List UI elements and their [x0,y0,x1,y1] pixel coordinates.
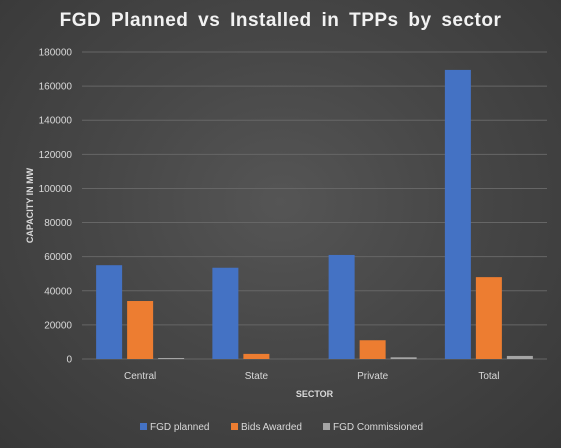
y-tick-label: 180000 [39,48,73,59]
y-axis-ticks: 0 20000 40000 60000 80000 100000 120000 140000 1… [39,48,73,366]
y-tick-label: 160000 [39,82,73,93]
y-tick-label: 100000 [39,184,73,195]
x-tick-label: State [245,371,269,382]
legend-item: FGD Commissioned [323,422,423,433]
legend: FGD planned Bids Awarded FGD Commissioned [140,422,423,433]
y-tick-label: 0 [66,355,72,366]
bar-bids-awarded-central [127,301,154,359]
legend-label: FGD planned [150,422,209,433]
bar-bids-awarded-state [243,353,270,359]
bar-fgd-commissioned-private [390,357,417,359]
x-axis-ticks: Central State Private Total [124,371,499,382]
bar-fgd-planned-central [96,265,123,359]
bar-fgd-planned-state [212,267,239,359]
legend-item: FGD planned [140,422,209,433]
bar-bids-awarded-total [475,277,502,359]
x-tick-label: Central [124,371,156,382]
chart-title: FGD Planned vs Installed in TPPs by sect… [59,10,502,31]
y-tick-label: 60000 [44,252,72,263]
bar-fgd-planned-private [328,254,355,359]
y-tick-label: 20000 [44,320,72,331]
legend-item: Bids Awarded [231,422,302,433]
x-tick-label: Private [357,371,389,382]
bar-bids-awarded-private [359,340,386,359]
legend-label: Bids Awarded [241,422,302,433]
bar-fgd-planned-total [444,69,471,360]
y-tick-label: 40000 [44,286,72,297]
y-tick-label: 140000 [39,116,73,127]
y-tick-label: 120000 [39,150,73,161]
bar-fgd-commissioned-central [158,358,185,359]
x-axis-title: SECTOR [296,389,334,399]
legend-swatch [323,423,330,430]
legend-swatch [231,423,238,430]
bar-fgd-commissioned-total [506,355,533,359]
legend-swatch [140,423,147,430]
y-axis-title: CAPACITY IN MW [25,167,35,243]
legend-label: FGD Commissioned [333,422,423,433]
bars [96,69,533,360]
x-tick-label: Total [478,371,499,382]
y-tick-label: 80000 [44,218,72,229]
